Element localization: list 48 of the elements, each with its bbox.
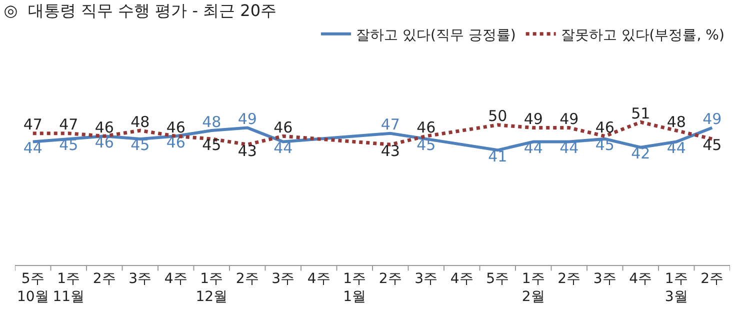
data-label: 45 (202, 136, 222, 154)
data-label: 46 (94, 118, 114, 136)
x-tick-label: 2주 (700, 270, 724, 287)
chart-title: ◎ 대통령 직무 수행 평가 - 최근 20주 (4, 1, 277, 20)
x-tick-label: 1주 11월 (52, 270, 85, 305)
data-label: 49 (702, 110, 722, 128)
x-tick-label: 1주 12월 (196, 270, 228, 305)
data-label: 46 (166, 118, 186, 136)
data-label: 47 (380, 116, 400, 134)
data-label: 44 (560, 139, 579, 157)
x-tick-label: 3주 (593, 270, 616, 287)
data-label: 47 (23, 116, 42, 134)
x-tick-label: 1주 3월 (664, 270, 688, 305)
data-label: 44 (274, 139, 293, 157)
x-tick-label: 3주 (272, 270, 295, 287)
x-tick-label: 1주 1월 (343, 270, 366, 305)
x-tick-label: 5주 10월 (16, 270, 49, 305)
data-label: 43 (380, 142, 400, 160)
legend-label: 잘못하고 있다(부정률, %) (560, 27, 724, 44)
legend-label: 잘하고 있다(직무 긍정률) (356, 27, 516, 44)
x-tick-label: 2주 (558, 270, 581, 287)
x-tick-label: 2주 (378, 270, 402, 287)
x-tick-label: 1주 2월 (522, 270, 545, 305)
x-tick-label: 2주 (92, 270, 116, 287)
x-tick-label: 5주 (486, 270, 510, 287)
data-label: 49 (524, 110, 543, 128)
x-tick-label: 2주 (236, 270, 259, 287)
data-label: 44 (23, 139, 42, 157)
data-label: 43 (238, 142, 257, 160)
data-label: 47 (59, 116, 78, 134)
data-label: 41 (488, 147, 508, 166)
x-tick-label: 4주 (629, 270, 652, 287)
x-tick-label: 4주 (450, 270, 474, 287)
x-tick-label: 3주 (414, 270, 438, 287)
data-label: 50 (488, 107, 508, 126)
data-label: 46 (416, 118, 436, 136)
x-tick-label: 4주 (164, 270, 188, 287)
data-label: 46 (595, 118, 614, 136)
data-label: 49 (238, 110, 257, 128)
data-label: 48 (666, 112, 686, 131)
data-label: 48 (130, 112, 150, 131)
data-label: 49 (560, 110, 579, 128)
x-tick-label: 4주 (307, 270, 330, 287)
data-label: 45 (702, 136, 722, 154)
data-label: 48 (202, 112, 222, 131)
data-label: 46 (274, 118, 293, 136)
data-label: 51 (631, 104, 650, 122)
x-tick-label: 3주 (128, 270, 152, 287)
